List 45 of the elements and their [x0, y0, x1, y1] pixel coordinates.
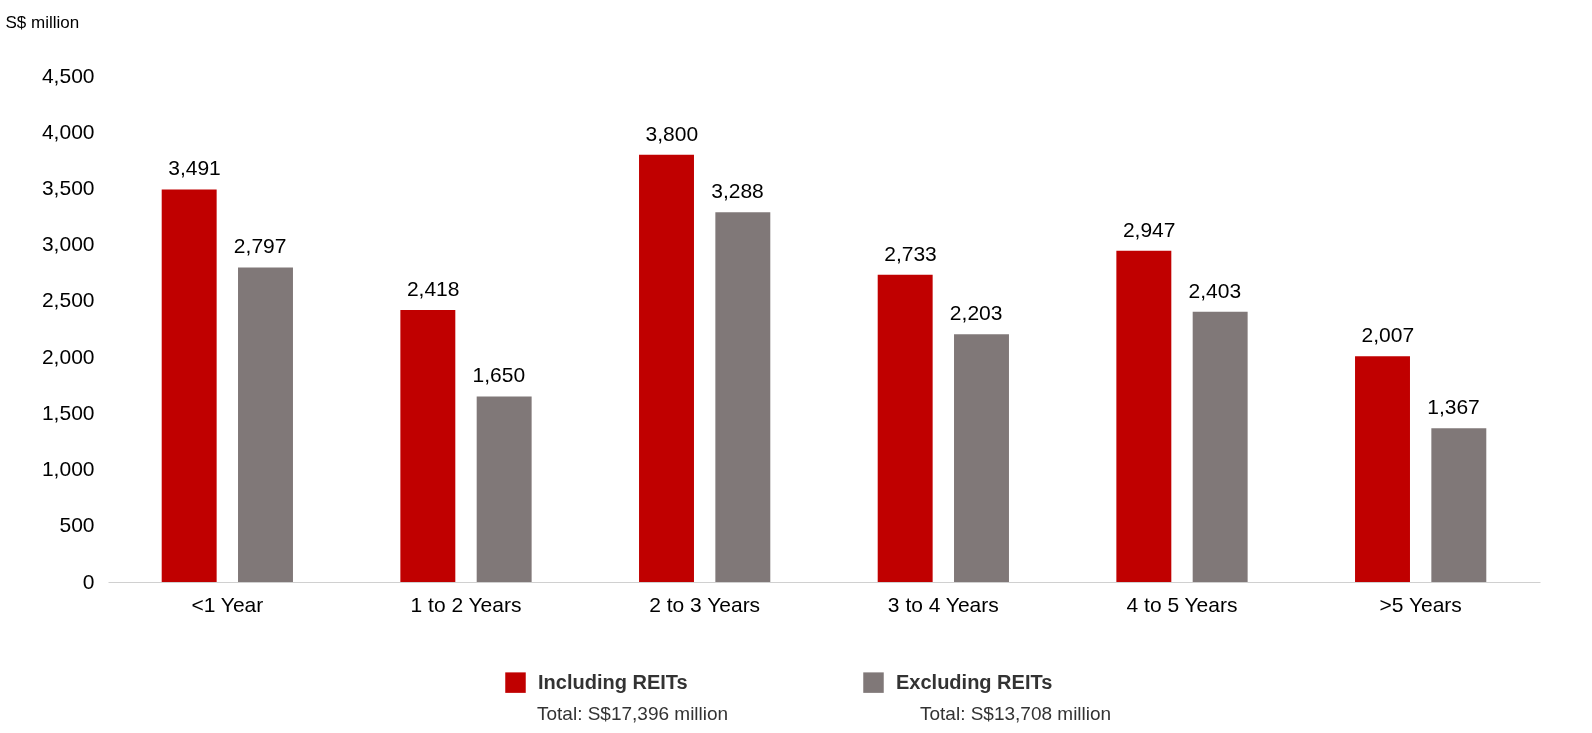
bar	[1116, 250, 1172, 582]
data-label: 2,203	[949, 301, 1003, 325]
bar	[161, 189, 217, 582]
bar	[1192, 311, 1248, 582]
legend-label: Excluding REITs	[896, 670, 1053, 693]
data-label: 2,007	[1361, 323, 1415, 347]
data-label: 2,403	[1188, 278, 1242, 302]
legend-label: Including REITs	[538, 670, 688, 693]
x-tick-label: 2 to 3 Years	[649, 592, 761, 616]
data-label: 2,797	[233, 234, 287, 258]
data-label: 2,418	[406, 277, 460, 301]
bar	[400, 310, 456, 582]
y-tick-label: 3,500	[41, 175, 95, 199]
data-label: 3,800	[645, 121, 699, 145]
y-tick-label: 1,000	[41, 457, 95, 481]
data-label: 1,367	[1427, 395, 1480, 419]
text: Total: S$17,396 million	[537, 703, 729, 724]
data-label: 3,491	[168, 156, 221, 180]
y-axis-title: S$ million	[5, 12, 80, 32]
bar	[877, 274, 933, 582]
y-tick-label: 0	[82, 569, 95, 593]
data-label: 2,947	[1122, 217, 1176, 241]
y-tick-label: 4,500	[41, 63, 95, 87]
bar	[238, 267, 293, 582]
data-label: 2,733	[884, 241, 937, 265]
y-tick-label: 3,000	[41, 232, 95, 256]
bar	[1355, 356, 1410, 582]
text: Total: S$13,708 million	[920, 703, 1112, 724]
y-tick-label: 2,500	[41, 288, 95, 312]
data-label: 3,288	[711, 179, 764, 203]
x-tick-label: 3 to 4 Years	[887, 592, 999, 616]
bar	[476, 396, 532, 582]
bar	[1431, 428, 1487, 582]
x-tick-label: 4 to 5 Years	[1126, 592, 1238, 616]
x-tick-label: >5 Years	[1379, 592, 1462, 616]
y-tick-label: 2,000	[41, 344, 95, 368]
x-tick-label: <1 Year	[191, 592, 264, 616]
data-label: 1,650	[472, 363, 526, 387]
y-tick-label: 1,500	[41, 400, 95, 424]
y-tick-label: 500	[59, 513, 95, 537]
y-tick-label: 4,000	[41, 119, 95, 143]
x-tick-label: 1 to 2 Years	[410, 592, 522, 616]
bar	[639, 154, 694, 582]
bar	[954, 334, 1009, 582]
bar	[715, 212, 771, 582]
